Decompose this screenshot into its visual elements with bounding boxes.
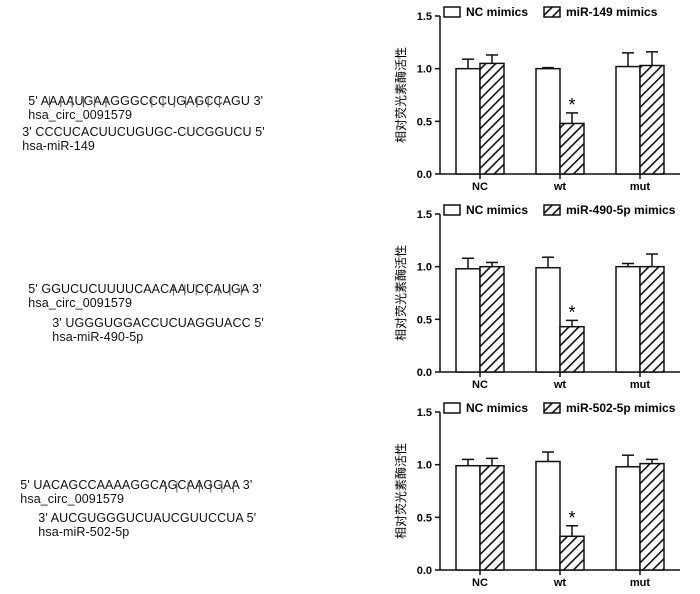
bar-open xyxy=(615,65,641,175)
circ-sequence-text: 5' UACAGCCAAAAGGCAGCAAGGAA 3' xyxy=(20,478,253,492)
y-tick-label: 1.0 xyxy=(417,262,432,274)
bar-hatched xyxy=(479,62,505,175)
bar-hatched xyxy=(559,325,585,373)
y-tick-label: 0.5 xyxy=(417,512,432,524)
significance-marker: * xyxy=(568,508,575,528)
x-tick-label: mut xyxy=(630,181,651,193)
legend-swatch xyxy=(443,402,461,414)
y-axis-label: 相对荧光素酶活性 xyxy=(393,443,408,539)
significance-marker: * xyxy=(568,95,575,115)
y-tick-label: 1.0 xyxy=(417,64,432,76)
base-pairing-lines: | | | | | | | | | | | | | xyxy=(48,94,222,108)
y-tick-label: 0.5 xyxy=(417,116,432,128)
y-tick-label: 0.0 xyxy=(417,169,432,181)
bar-open xyxy=(455,268,481,373)
bar-hatched xyxy=(639,462,665,571)
x-tick-label: wt xyxy=(553,181,567,193)
alignment-block-mir-149: 5' AAAAUGAAGGGCCCUGAGCCAGU 3' hsa_circ_0… xyxy=(0,70,380,153)
bar-open xyxy=(535,67,561,175)
bar-open xyxy=(455,464,481,571)
legend-swatch xyxy=(443,204,461,216)
bar-hatched xyxy=(479,464,505,571)
legend-label: miR-490-5p mimics xyxy=(566,203,676,217)
x-tick-label: mut xyxy=(630,379,651,391)
bar-hatched xyxy=(639,265,665,373)
alignment-block-mir-490-5p: 5' GGUCUCUUUUCAACAAUCCAUGA 3' hsa_circ_0… xyxy=(0,262,380,344)
circ-name: hsa_circ_0091579 xyxy=(28,108,133,122)
x-tick-label: wt xyxy=(553,577,567,589)
legend-label: NC mimics xyxy=(466,5,528,19)
x-tick-label: NC xyxy=(472,379,488,391)
y-axis-label: 相对荧光素酶活性 xyxy=(393,245,408,341)
bar-hatched xyxy=(559,122,585,175)
base-pairing-lines: | | | | | | | xyxy=(164,479,236,493)
circ-sequence: 5' AAAAUGAAGGGCCCUGAGCCAGU 3' hsa_circ_0… xyxy=(14,80,263,136)
y-tick-label: 0.0 xyxy=(417,367,432,379)
legend-swatch xyxy=(543,6,561,18)
x-tick-label: mut xyxy=(630,577,651,589)
x-tick-label: NC xyxy=(472,577,488,589)
mirna-name: hsa-miR-149 xyxy=(22,139,95,153)
circ-name: hsa_circ_0091579 xyxy=(28,296,133,310)
luciferase-chart-mir-502-5p: 相对荧光素酶活性 0.0 0.5 1.0 1.5 NC wt * mut NC mimics miR… xyxy=(393,401,680,589)
circ-sequence-text: 5' AAAAUGAAGGGCCCUGAGCCAGU 3' xyxy=(28,94,264,108)
luciferase-chart-mir-490-5p: 相对荧光素酶活性 0.0 0.5 1.0 1.5 NC wt * mut NC mimics miR… xyxy=(393,203,680,391)
y-axis-label: 相对荧光素酶活性 xyxy=(393,47,408,143)
legend-label: NC mimics xyxy=(466,203,528,217)
mirna-sequence-text: 3' CCCUCACUUCUGUGC-CUCGGUCU 5' xyxy=(22,125,265,139)
legend-label: miR-149 mimics xyxy=(566,5,658,19)
bar-hatched xyxy=(639,64,665,175)
mirna-name: hsa-miR-502-5p xyxy=(38,525,130,539)
bar-hatched xyxy=(559,535,585,571)
y-tick-label: 1.5 xyxy=(417,407,432,419)
y-tick-label: 1.0 xyxy=(417,460,432,472)
y-tick-label: 1.5 xyxy=(417,209,432,221)
legend-swatch xyxy=(543,204,561,216)
circ-name: hsa_circ_0091579 xyxy=(20,492,125,506)
y-tick-label: 0.0 xyxy=(417,565,432,577)
mirna-sequence: 3' CCCUCACUUCUGUGC-CUCGGUCU 5' hsa-miR-1… xyxy=(8,111,265,167)
bar-open xyxy=(455,67,481,175)
mirna-sequence-text: 3' UGGGUGGACCUCUAGGUACC 5' xyxy=(52,316,264,330)
base-pairing-lines: | | | | | | | xyxy=(172,282,244,296)
y-tick-label: 0.5 xyxy=(417,314,432,326)
x-tick-label: NC xyxy=(472,181,488,193)
x-tick-label: wt xyxy=(553,379,567,391)
significance-marker: * xyxy=(568,302,575,322)
bar-open xyxy=(535,266,561,373)
legend-label: miR-502-5p mimics xyxy=(566,401,676,415)
bar-open xyxy=(615,265,641,373)
circ-sequence: 5' GGUCUCUUUUCAACAAUCCAUGA 3' hsa_circ_0… xyxy=(14,268,262,324)
circ-sequence-text: 5' GGUCUCUUUUCAACAAUCCAUGA 3' xyxy=(28,282,262,296)
mirna-name: hsa-miR-490-5p xyxy=(52,330,144,344)
legend-label: NC mimics xyxy=(466,401,528,415)
alignment-block-mir-502-5p: 5' UACAGCCAAAAGGCAGCAAGGAA 3' hsa_circ_0… xyxy=(0,460,380,540)
luciferase-chart-mir-149: 相对荧光素酶活性 0.0 0.5 1.0 1.5 NC wt * mut NC mimics miR… xyxy=(393,5,680,193)
bar-hatched xyxy=(479,265,505,373)
bar-open xyxy=(535,460,561,571)
mirna-sequence: 3' AUCGUGGGUCUAUCGUUCCUA 5' hsa-miR-502-… xyxy=(24,497,256,553)
mirna-sequence-text: 3' AUCGUGGGUCUAUCGUUCCUA 5' xyxy=(38,511,257,525)
legend-swatch xyxy=(543,402,561,414)
bar-open xyxy=(615,466,641,571)
y-tick-label: 1.5 xyxy=(417,11,432,23)
circ-sequence: 5' UACAGCCAAAAGGCAGCAAGGAA 3' hsa_circ_0… xyxy=(6,464,252,520)
legend-swatch xyxy=(443,6,461,18)
mirna-sequence: 3' UGGGUGGACCUCUAGGUACC 5' hsa-miR-490-5… xyxy=(38,302,264,358)
